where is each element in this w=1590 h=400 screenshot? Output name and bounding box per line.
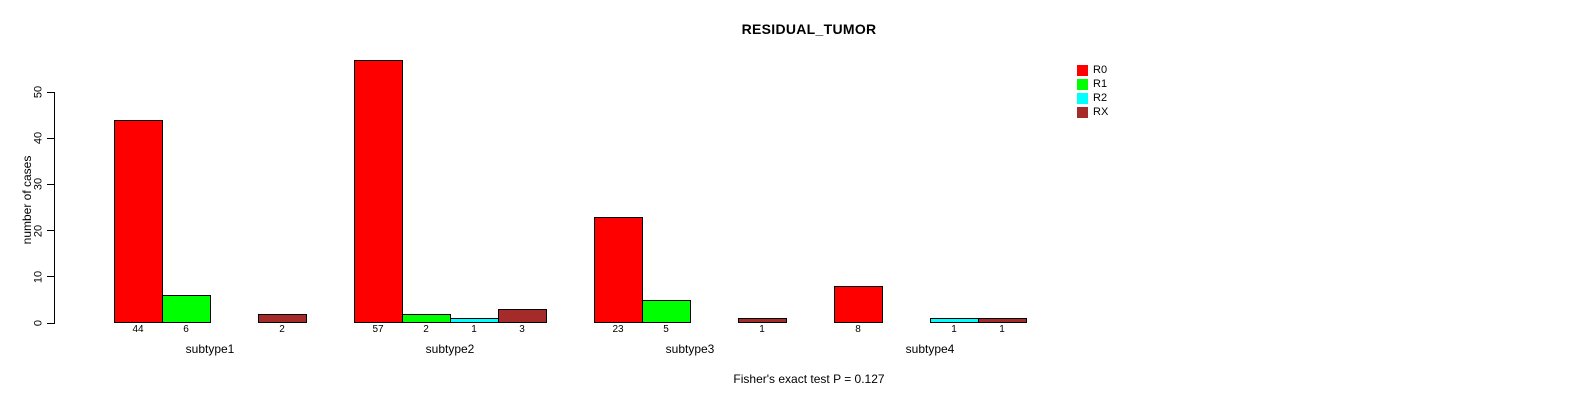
y-tick-mark: [47, 137, 55, 139]
y-axis-line: [54, 92, 55, 323]
legend-label-rx: RX: [1093, 106, 1109, 118]
legend: R0 R1 R2 RX: [1077, 65, 1108, 121]
legend-label-r1: R1: [1093, 78, 1108, 90]
chart-title: RESIDUAL_TUMOR: [741, 21, 877, 37]
bar-value-label: 8: [855, 324, 861, 335]
legend-item-rx: RX: [1077, 107, 1108, 118]
y-tick-label: 50: [32, 85, 45, 99]
bar-value-label: 2: [423, 324, 429, 335]
legend-swatch-rx: [1077, 107, 1088, 118]
bar-value-label: 1: [951, 324, 957, 335]
y-tick-label: 30: [32, 178, 45, 191]
bar-r0-subtype3: [594, 217, 643, 323]
bar-rx-subtype2: [498, 309, 547, 323]
bar-r0-subtype4: [834, 286, 883, 323]
category-label-subtype4: subtype4: [905, 342, 955, 356]
category-label-subtype2: subtype2: [425, 342, 475, 356]
y-tick-label: 0: [32, 319, 45, 327]
category-label-subtype3: subtype3: [665, 342, 715, 356]
y-tick-label: 40: [32, 132, 45, 145]
legend-swatch-r0: [1077, 65, 1088, 76]
legend-swatch-r1: [1077, 79, 1088, 90]
bar-r1-subtype1: [162, 295, 211, 323]
y-tick-mark: [47, 276, 55, 278]
bar-rx-subtype1: [258, 314, 307, 323]
fisher-test-annotation: Fisher's exact test P = 0.127: [733, 372, 885, 386]
y-tick-mark: [47, 322, 55, 324]
bar-r0-subtype1: [114, 120, 163, 323]
bar-rx-subtype4: [978, 318, 1027, 323]
legend-label-r0: R0: [1093, 64, 1108, 76]
bar-r1-subtype2: [402, 314, 451, 323]
bar-value-label: 57: [372, 324, 384, 335]
legend-swatch-r2: [1077, 93, 1088, 104]
bar-value-label: 1: [471, 324, 477, 335]
bar-r2-subtype2: [450, 318, 499, 323]
legend-label-r2: R2: [1093, 92, 1108, 104]
y-tick-label: 10: [32, 270, 45, 283]
bar-value-label: 5: [663, 324, 669, 335]
bar-value-label: 2: [279, 324, 285, 335]
category-label-subtype1: subtype1: [185, 342, 235, 356]
bar-r2-subtype4: [930, 318, 979, 323]
bar-value-label: 1: [999, 324, 1005, 335]
bar-value-label: 3: [519, 324, 525, 335]
bar-value-label: 6: [183, 324, 189, 335]
legend-item-r1: R1: [1077, 79, 1108, 90]
y-tick-label: 20: [32, 224, 45, 237]
legend-item-r2: R2: [1077, 93, 1108, 104]
bar-value-label: 1: [759, 324, 765, 335]
legend-item-r0: R0: [1077, 65, 1108, 76]
bar-rx-subtype3: [738, 318, 787, 323]
bar-value-label: 23: [612, 324, 624, 335]
y-tick-mark: [47, 230, 55, 232]
bar-r0-subtype2: [354, 60, 403, 323]
bar-value-label: 44: [132, 324, 144, 335]
y-tick-mark: [47, 183, 55, 185]
y-tick-mark: [47, 91, 55, 93]
bar-r1-subtype3: [642, 300, 691, 323]
